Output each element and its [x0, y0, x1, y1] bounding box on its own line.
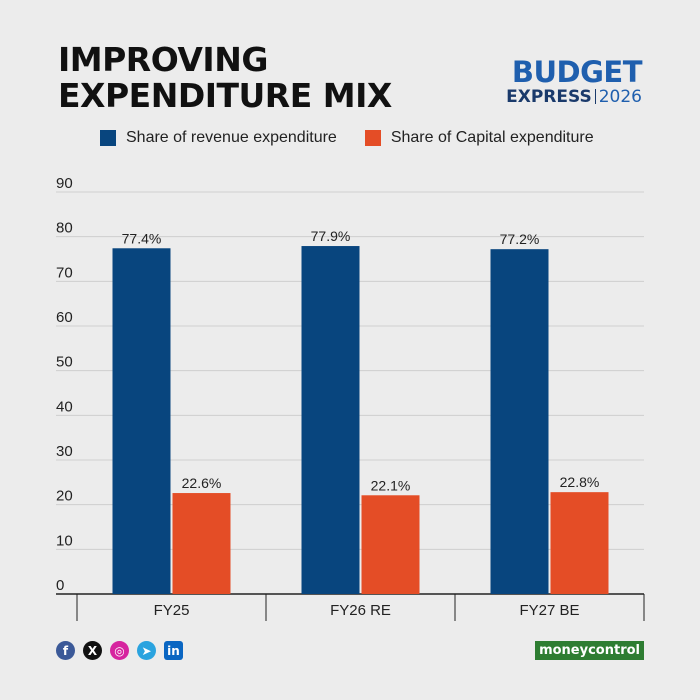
bar-capital-2: [550, 492, 609, 594]
linkedin-icon[interactable]: in: [164, 641, 183, 660]
y-tick-label-0: 0: [56, 577, 64, 594]
brand-year: 2026: [598, 87, 642, 107]
bar-revenue-0: [112, 248, 171, 594]
chart-title: IMPROVING EXPENDITURE MIX: [58, 42, 392, 114]
instagram-icon[interactable]: ◎: [110, 641, 129, 660]
data-label-revenue-1: 77.9%: [311, 228, 351, 244]
y-tick-label-20: 20: [56, 488, 73, 505]
legend-label-capital: Share of Capital expenditure: [390, 129, 594, 146]
brand-bottom: EXPRESS 2026: [492, 86, 642, 108]
bar-revenue-2: [490, 249, 549, 594]
data-label-capital-0: 22.6%: [182, 475, 222, 491]
x-icon[interactable]: X: [83, 641, 102, 660]
budget-express-logo: BUDGET EXPRESS 2026: [492, 58, 642, 108]
facebook-icon[interactable]: f: [56, 641, 75, 660]
y-tick-label-70: 70: [56, 264, 73, 281]
legend-swatch-revenue: [100, 130, 116, 146]
brand-word: EXPRESS: [506, 87, 592, 107]
y-tick-label-90: 90: [56, 175, 73, 192]
legend-item-capital: Share of Capital expenditure: [364, 129, 594, 147]
legend-item-revenue: Share of revenue expenditure: [100, 129, 337, 147]
y-tick-label-40: 40: [56, 398, 73, 415]
bar-revenue-1: [301, 246, 360, 594]
moneycontrol-logo: moneycontrol: [535, 641, 644, 660]
title-line-2: EXPENDITURE MIX: [58, 76, 392, 115]
telegram-icon[interactable]: ➤: [137, 641, 156, 660]
data-label-revenue-2: 77.2%: [500, 231, 540, 247]
x-tick-label-2: FY27 BE: [519, 602, 579, 619]
bar-capital-0: [172, 493, 231, 594]
y-tick-label-50: 50: [56, 354, 73, 371]
y-tick-label-10: 10: [56, 532, 73, 549]
brand-top: BUDGET: [511, 55, 643, 89]
y-tick-label-30: 30: [56, 443, 73, 460]
x-tick-label-0: FY25: [154, 602, 190, 619]
bar-capital-1: [361, 495, 420, 594]
y-tick-label-80: 80: [56, 220, 73, 237]
chart-legend: Share of revenue expenditure Share of Ca…: [100, 129, 622, 147]
data-label-revenue-0: 77.4%: [122, 230, 162, 246]
data-label-capital-1: 22.1%: [371, 477, 411, 493]
title-line-1: IMPROVING: [58, 40, 268, 79]
x-tick-label-1: FY26 RE: [330, 602, 391, 619]
legend-label-revenue: Share of revenue expenditure: [126, 129, 337, 146]
legend-swatch-capital: [364, 130, 381, 146]
data-label-capital-2: 22.8%: [560, 474, 600, 490]
social-icons: f X ◎ ➤ in: [56, 641, 191, 660]
y-tick-label-60: 60: [56, 309, 73, 326]
